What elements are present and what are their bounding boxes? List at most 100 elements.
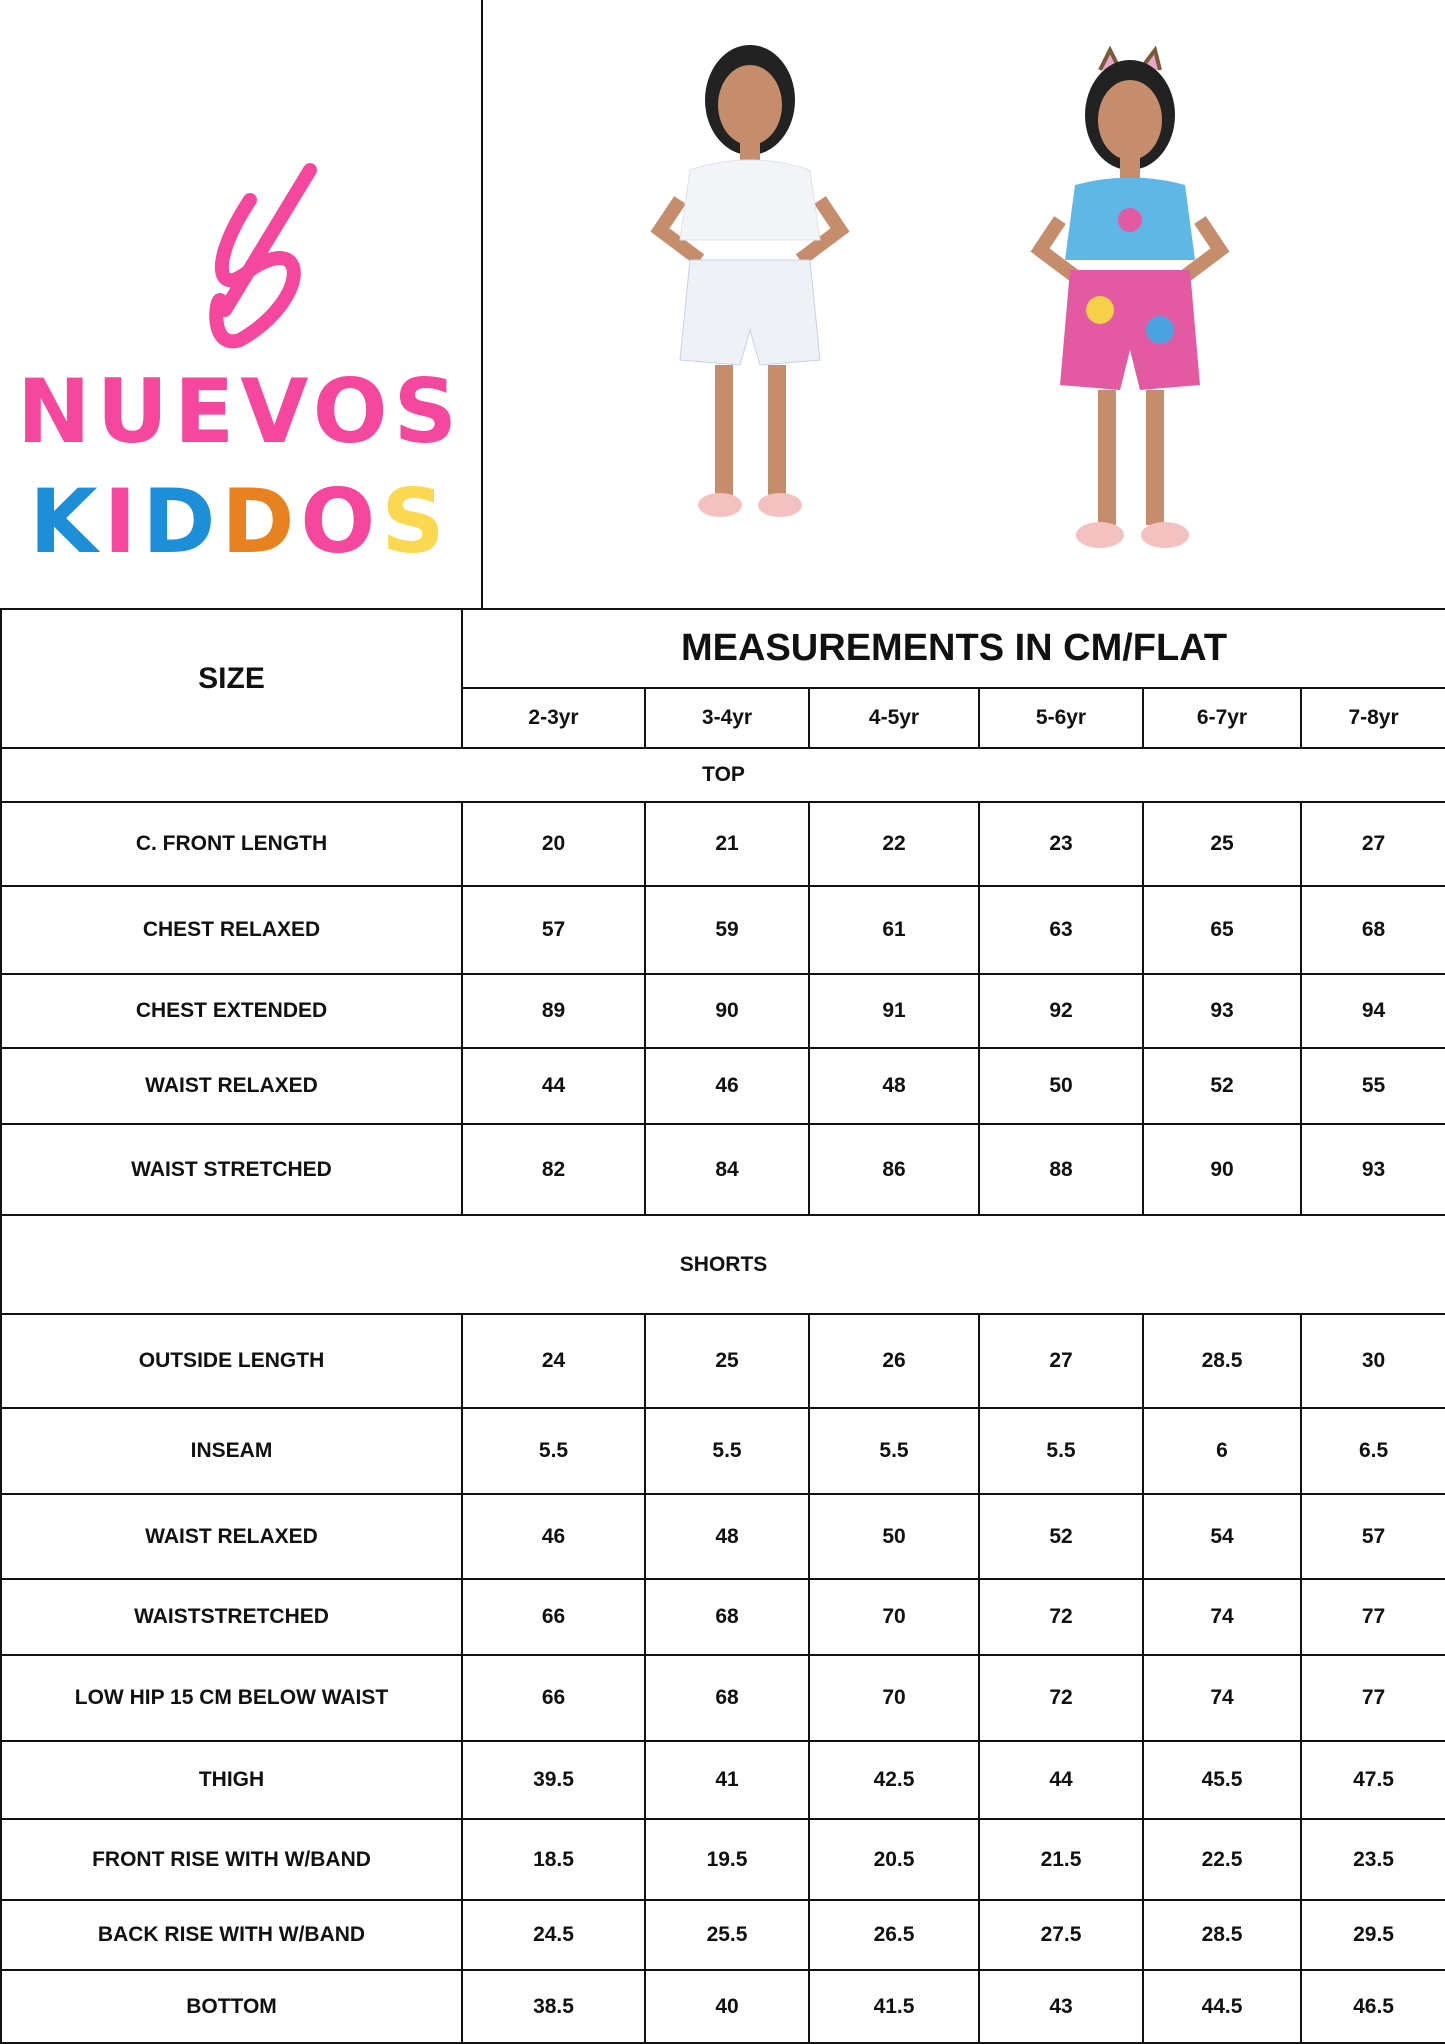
- logo-letter: O: [300, 470, 382, 573]
- measurement-value: 77: [1299, 1654, 1445, 1742]
- measurement-value: 54: [1142, 1493, 1302, 1580]
- size-chart-table: SIZE MEASUREMENTS IN CM/FLAT 2-3yr 3-4yr 4…: [0, 608, 1445, 2044]
- table-row: C. FRONT LENGTH 20 21 22 23 25 27: [0, 801, 1445, 887]
- measurement-label: BOTTOM: [0, 1969, 463, 2044]
- measurements-title: MEASUREMENTS IN CM/FLAT: [460, 608, 1445, 689]
- measurement-value: 66: [461, 1578, 646, 1656]
- measurement-label: LOW HIP 15 CM BELOW WAIST: [0, 1654, 463, 1742]
- measurement-value: 28.5: [1142, 1313, 1302, 1409]
- measurement-value: 65: [1142, 885, 1302, 975]
- measurement-value: 92: [978, 973, 1144, 1049]
- logo-word-nuevos: NUEVOS: [17, 360, 463, 463]
- measurement-label: BACK RISE WITH W/BAND: [0, 1899, 463, 1971]
- measurement-value: 74: [1142, 1578, 1302, 1656]
- size-column-header: 5-6yr: [978, 687, 1144, 749]
- measurement-value: 5.5: [461, 1407, 646, 1495]
- measurement-value: 90: [1142, 1123, 1302, 1216]
- measurement-value: 93: [1299, 1123, 1445, 1216]
- measurement-value: 25: [1142, 801, 1302, 887]
- measurement-label: CHEST RELAXED: [0, 885, 463, 975]
- measurement-value: 40: [644, 1969, 810, 2044]
- measurement-value: 84: [644, 1123, 810, 1216]
- size-column-header: 4-5yr: [808, 687, 980, 749]
- measurement-value: 22.5: [1142, 1818, 1302, 1901]
- measurement-label: C. FRONT LENGTH: [0, 801, 463, 887]
- measurement-value: 89: [461, 973, 646, 1049]
- measurement-value: 50: [808, 1493, 980, 1580]
- measurement-value: 90: [644, 973, 810, 1049]
- measurement-value: 6: [1142, 1407, 1302, 1495]
- measurement-value: 94: [1299, 973, 1445, 1049]
- measurement-value: 24: [461, 1313, 646, 1409]
- measurement-value: 82: [461, 1123, 646, 1216]
- size-column-header: 3-4yr: [644, 687, 810, 749]
- measurement-value: 68: [1299, 885, 1445, 975]
- measurement-value: 55: [1299, 1047, 1445, 1125]
- logo-letter: K: [29, 470, 104, 573]
- measurement-value: 25.5: [644, 1899, 810, 1971]
- measurement-value: 27: [1299, 801, 1445, 887]
- measurement-value: 57: [461, 885, 646, 975]
- measurement-value: 41: [644, 1740, 810, 1820]
- measurement-value: 24.5: [461, 1899, 646, 1971]
- measurement-value: 6.5: [1299, 1407, 1445, 1495]
- measurement-value: 30: [1299, 1313, 1445, 1409]
- measurement-value: 27: [978, 1313, 1144, 1409]
- measurement-value: 41.5: [808, 1969, 980, 2044]
- measurement-value: 59: [644, 885, 810, 975]
- measurement-label: WAIST STRETCHED: [0, 1123, 463, 1216]
- logo-letter: D: [142, 470, 222, 573]
- measurement-value: 46.5: [1299, 1969, 1445, 2044]
- measurement-value: 68: [644, 1654, 810, 1742]
- measurement-label: WAISTSTRETCHED: [0, 1578, 463, 1656]
- measurement-value: 45.5: [1142, 1740, 1302, 1820]
- measurement-value: 48: [644, 1493, 810, 1580]
- measurement-label: FRONT RISE WITH W/BAND: [0, 1818, 463, 1901]
- table-row: WAIST RELAXED 44 46 48 50 52 55: [0, 1047, 1445, 1125]
- table-row: THIGH 39.5 41 42.5 44 45.5 47.5: [0, 1740, 1445, 1820]
- logo-monogram-icon: [209, 163, 317, 349]
- measurement-value: 44.5: [1142, 1969, 1302, 2044]
- measurement-value: 21.5: [978, 1818, 1144, 1901]
- measurement-value: 22: [808, 801, 980, 887]
- table-row: BOTTOM 38.5 40 41.5 43 44.5 46.5: [0, 1969, 1445, 2044]
- measurement-label: THIGH: [0, 1740, 463, 1820]
- measurement-value: 18.5: [461, 1818, 646, 1901]
- table-row: WAIST RELAXED 46 48 50 52 54 57: [0, 1493, 1445, 1580]
- model-photo-floral-set: [1030, 45, 1230, 548]
- size-columns-row: 2-3yr 3-4yr 4-5yr 5-6yr 6-7yr 7-8yr: [1, 687, 1445, 749]
- model-photo-white-set: [650, 45, 850, 517]
- brand-logo: NUEVOS KIDDOS: [10, 150, 470, 573]
- measurement-value: 5.5: [978, 1407, 1144, 1495]
- size-column-header: 6-7yr: [1142, 687, 1302, 749]
- table-row: WAIST STRETCHED 82 84 86 88 90 93: [0, 1123, 1445, 1216]
- logo-word-kiddos: KIDDOS: [10, 470, 470, 573]
- measurement-value: 44: [461, 1047, 646, 1125]
- logo-letter: I: [103, 470, 143, 573]
- measurement-value: 72: [978, 1654, 1144, 1742]
- measurement-value: 44: [978, 1740, 1144, 1820]
- table-row: FRONT RISE WITH W/BAND 18.5 19.5 20.5 21.5 22…: [0, 1818, 1445, 1901]
- measurement-value: 74: [1142, 1654, 1302, 1742]
- measurement-value: 77: [1299, 1578, 1445, 1656]
- section-title-shorts: SHORTS: [0, 1214, 1445, 1315]
- measurement-value: 20.5: [808, 1818, 980, 1901]
- measurement-value: 23.5: [1299, 1818, 1445, 1901]
- section-row: TOP: [0, 747, 1445, 803]
- measurement-value: 50: [978, 1047, 1144, 1125]
- table-header-row: SIZE MEASUREMENTS IN CM/FLAT: [0, 608, 1445, 749]
- table-row: BACK RISE WITH W/BAND 24.5 25.5 26.5 27.5 28.…: [0, 1899, 1445, 1971]
- measurement-label: CHEST EXTENDED: [0, 973, 463, 1049]
- measurement-value: 26: [808, 1313, 980, 1409]
- measurement-value: 5.5: [644, 1407, 810, 1495]
- measurement-value: 93: [1142, 973, 1302, 1049]
- measurement-value: 25: [644, 1313, 810, 1409]
- table-row: CHEST RELAXED 57 59 61 63 65 68: [0, 885, 1445, 975]
- measurement-value: 38.5: [461, 1969, 646, 2044]
- measurement-value: 29.5: [1299, 1899, 1445, 1971]
- measurement-value: 57: [1299, 1493, 1445, 1580]
- table-row: CHEST EXTENDED 89 90 91 92 93 94: [0, 973, 1445, 1049]
- logo-letter: D: [221, 470, 301, 573]
- measurement-value: 63: [978, 885, 1144, 975]
- measurement-label: INSEAM: [0, 1407, 463, 1495]
